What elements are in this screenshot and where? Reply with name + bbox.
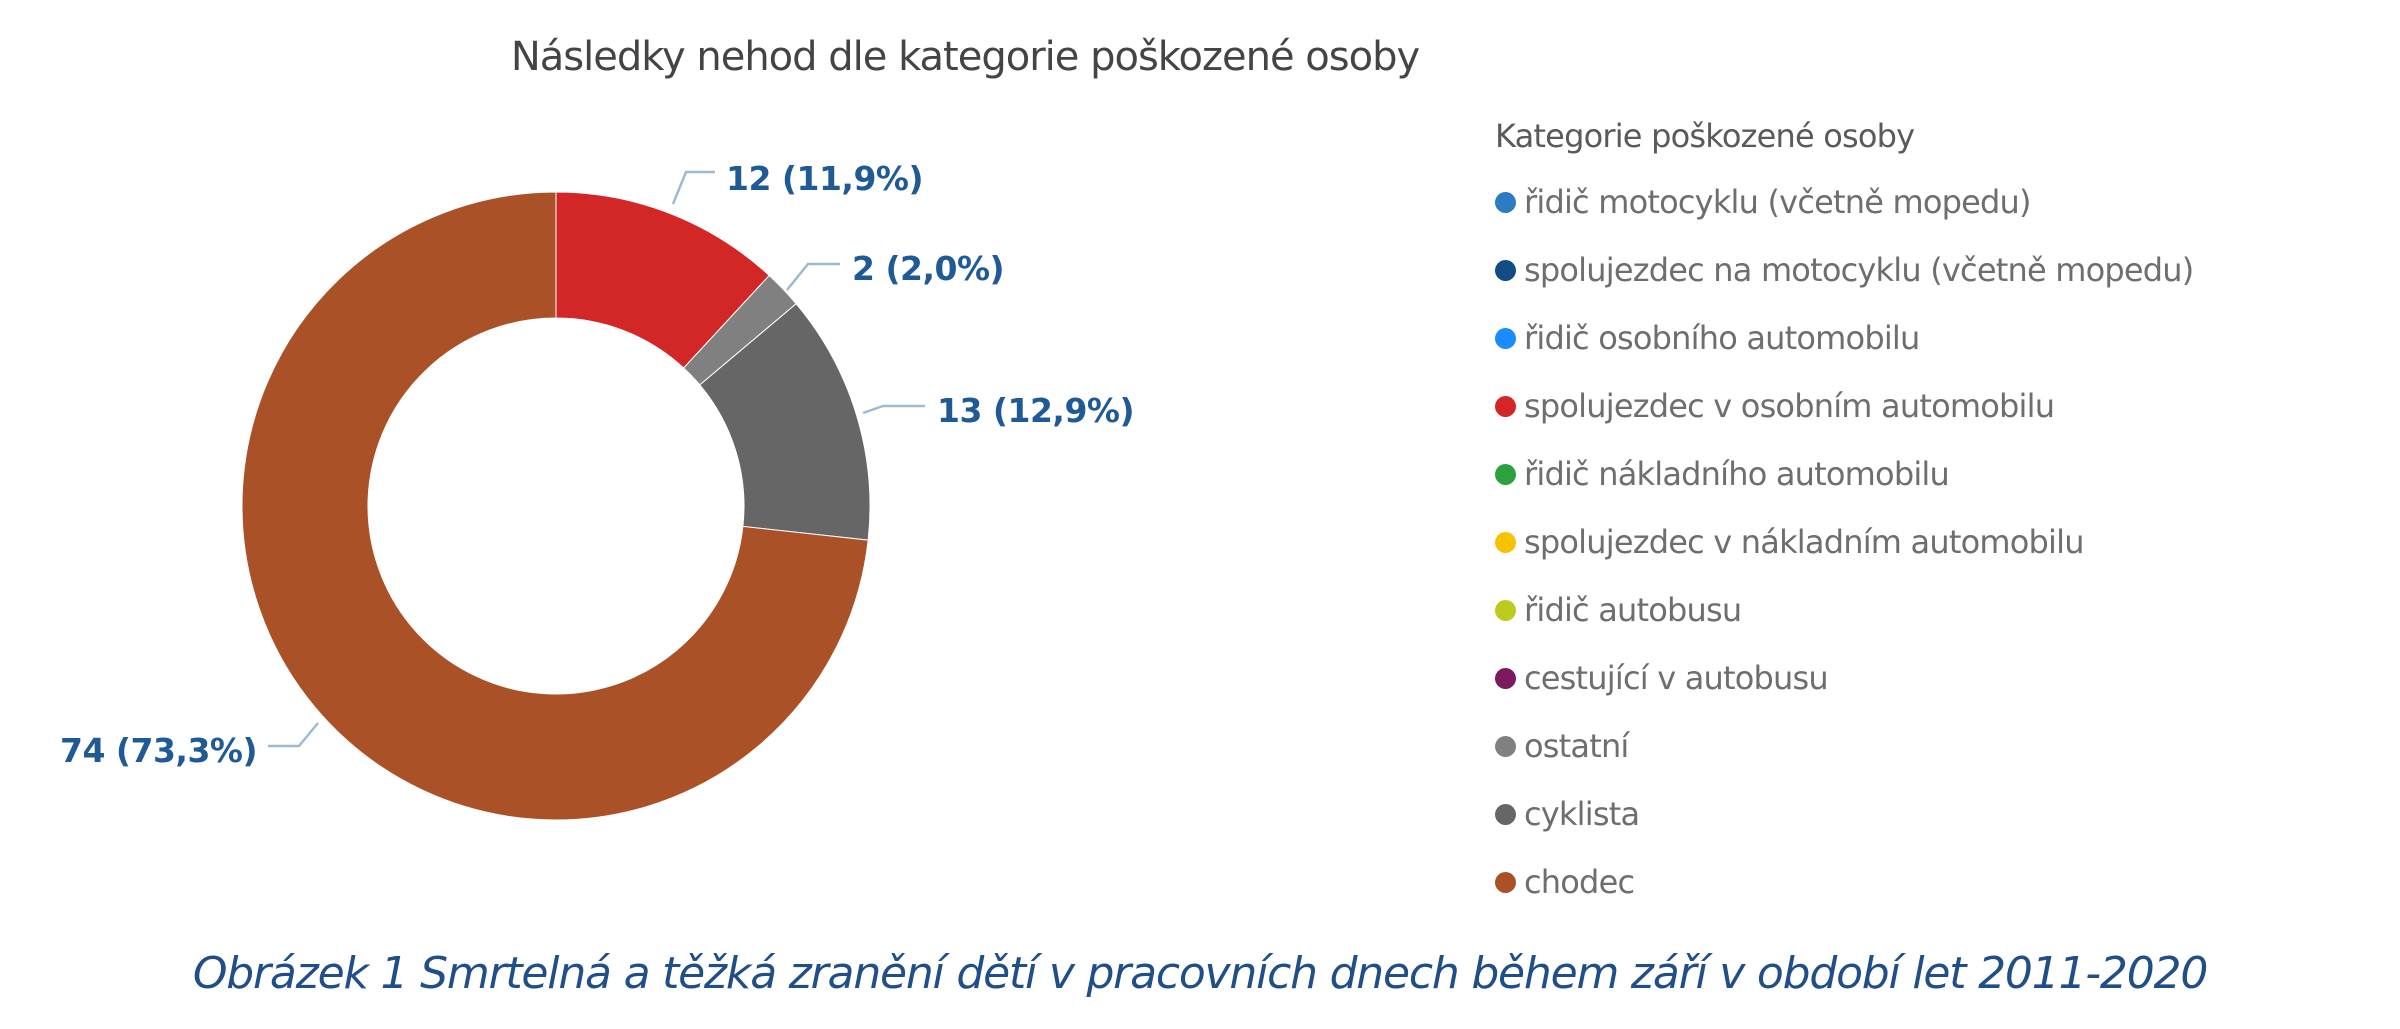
legend-dot-icon: [1495, 259, 1516, 281]
data-label-passenger-car: 12 (11,9%): [726, 159, 923, 198]
legend-item-label: chodec: [1524, 863, 1635, 901]
legend-item[interactable]: ostatní: [1495, 712, 2193, 780]
legend-dot-icon: [1495, 463, 1516, 485]
donut-chart: 12 (11,9%) 2 (2,0%) 13 (12,9%) 74 (73,3%…: [60, 159, 1135, 821]
legend-dot-icon: [1495, 531, 1516, 553]
legend-item-label: cyklista: [1524, 795, 1640, 833]
legend-item[interactable]: řidič motocyklu (včetně mopedu): [1495, 168, 2193, 236]
data-label-other: 2 (2,0%): [852, 249, 1004, 288]
legend-item-label: spolujezdec na motocyklu (včetně mopedu): [1524, 251, 2194, 289]
chart-title: Následky nehod dle kategorie poškozené o…: [510, 34, 1420, 80]
legend-item-label: ostatní: [1524, 727, 1629, 765]
legend-dot-icon: [1495, 327, 1516, 349]
leader-line-pedestrian: [268, 722, 319, 748]
legend-item[interactable]: řidič osobního automobilu: [1495, 304, 2193, 372]
legend-item-label: řidič nákladního automobilu: [1524, 455, 1950, 493]
legend-item[interactable]: spolujezdec v osobním automobilu: [1495, 372, 2193, 440]
legend-item[interactable]: řidič nákladního automobilu: [1495, 440, 2193, 508]
legend-item[interactable]: řidič autobusu: [1495, 576, 2193, 644]
figure-caption: Obrázek 1 Smrtelná a těžká zranění dětí …: [192, 948, 2208, 999]
legend-dot-icon: [1495, 803, 1516, 825]
legend-items: řidič motocyklu (včetně mopedu) spolujezd…: [1495, 168, 2194, 916]
legend-item-label: řidič osobního automobilu: [1524, 319, 1920, 357]
legend-dot-icon: [1495, 191, 1516, 213]
legend-dot-icon: [1495, 599, 1516, 621]
data-label-cyclist: 13 (12,9%): [937, 391, 1134, 430]
legend-dot-icon: [1495, 395, 1516, 417]
legend-item[interactable]: spolujezdec v nákladním automobilu: [1495, 508, 2193, 576]
leader-line-passenger-car: [671, 170, 715, 205]
legend-item-label: cestující v autobusu: [1524, 659, 1829, 697]
leader-line-cyclist: [862, 404, 925, 415]
legend-item-label: řidič autobusu: [1524, 591, 1742, 629]
legend-item[interactable]: cestující v autobusu: [1495, 644, 2193, 712]
donut-slices: [241, 191, 871, 821]
legend-dot-icon: [1495, 871, 1516, 893]
legend-item-label: spolujezdec v osobním automobilu: [1524, 387, 2055, 425]
legend-item[interactable]: cyklista: [1495, 780, 2193, 848]
legend-item[interactable]: chodec: [1495, 848, 2193, 916]
legend: Kategorie poškozené osoby řidič motocykl…: [1495, 112, 2194, 916]
donut-slice[interactable]: [241, 191, 869, 821]
legend-item-label: spolujezdec v nákladním automobilu: [1524, 523, 2084, 561]
legend-dot-icon: [1495, 735, 1516, 757]
legend-title: Kategorie poškozené osoby: [1495, 117, 1915, 155]
legend-item[interactable]: spolujezdec na motocyklu (včetně mopedu): [1495, 236, 2194, 304]
data-label-pedestrian: 74 (73,3%): [60, 731, 257, 770]
legend-item-label: řidič motocyklu (včetně mopedu): [1524, 183, 2032, 221]
leader-line-other: [786, 262, 840, 291]
legend-dot-icon: [1495, 667, 1516, 689]
